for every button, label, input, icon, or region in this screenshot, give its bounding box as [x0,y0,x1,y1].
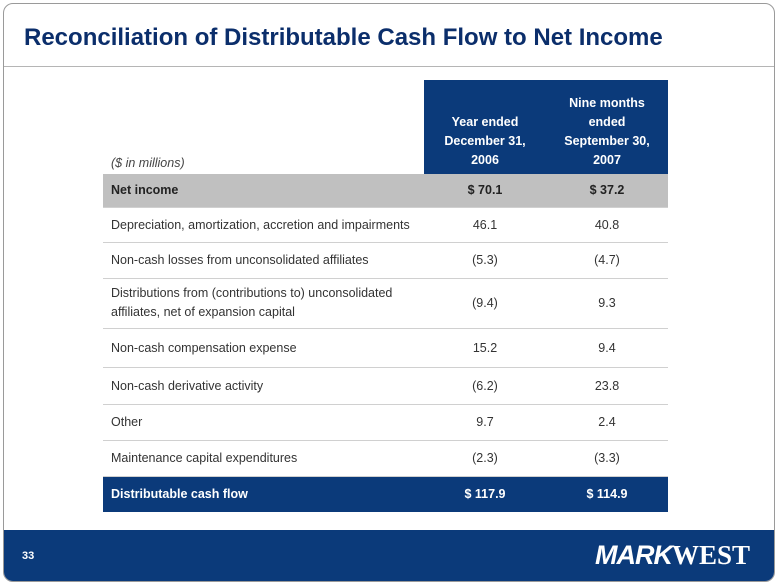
row-label: Distributable cash flow [103,476,424,512]
table-row: Non-cash losses from unconsolidated affi… [103,242,668,279]
table-row: Depreciation, amortization, accretion an… [103,207,668,243]
header-line: ended [588,115,626,129]
logo-part: WEST [671,540,750,570]
table-row: Other 9.7 2.4 [103,404,668,441]
cell-value: 40.8 [546,207,668,243]
label-line: Net income [111,183,179,198]
cell-value: $ 70.1 [424,174,546,208]
label-line: Depreciation, amortization, accretion an… [111,217,410,232]
cell-value: (2.3) [424,440,546,477]
row-label: Non-cash compensation expense [103,328,424,368]
cell-value: 9.7 [424,404,546,441]
label-line: Distributable cash flow [111,487,248,502]
unit-note: ($ in millions) [111,156,185,170]
row-label: Depreciation, amortization, accretion an… [103,207,424,243]
cell-value: (3.3) [546,440,668,477]
column-header: Year ended December 31, 2006 [424,80,546,174]
table-row: Distributable cash flow $ 117.9 $ 114.9 [103,476,668,512]
cell-value: 46.1 [424,207,546,243]
logo-part: MARK [594,540,673,570]
reconciliation-table: ($ in millions) Year ended December 31, 200… [103,80,668,512]
table-row: Maintenance capital expenditures (2.3) (3.… [103,440,668,477]
slide: Reconciliation of Distributable Cash Flo… [3,3,775,582]
row-label: Non-cash losses from unconsolidated affi… [103,242,424,279]
label-line: Non-cash derivative activity [111,378,264,393]
header-line: 2007 [593,153,621,167]
header-line: September 30, [564,134,650,148]
cell-value: 9.4 [546,328,668,368]
label-line: affiliates, net of expansion capital [111,305,295,319]
row-label: Maintenance capital expenditures [103,440,424,477]
cell-value: (9.4) [424,278,546,329]
row-label: Net income [103,174,424,208]
cell-value: 2.4 [546,404,668,441]
cell-value: (4.7) [546,242,668,279]
title-rule [4,66,774,67]
column-header: Nine months ended September 30, 2007 [546,80,668,174]
header-line: 2006 [471,153,499,167]
label-line: Other [111,415,143,429]
row-label: Other [103,404,424,441]
table-row: Non-cash compensation expense 15.2 9.4 [103,328,668,368]
table-row: Non-cash derivative activity (6.2) 23.8 [103,367,668,405]
page-number: 33 [22,550,35,562]
label-line: Maintenance capital expenditures [111,451,298,465]
table-row: Distributions from (contributions to) un… [103,278,668,329]
cell-value: $ 117.9 [424,476,546,512]
cell-value: 23.8 [546,367,668,405]
header-line: December 31, [444,134,526,148]
header-line: Nine months [569,96,645,110]
header-row: ($ in millions) Year ended December 31, 200… [103,80,668,174]
row-label: Distributions from (contributions to) un… [103,278,424,329]
cell-value: 15.2 [424,328,546,368]
header-line: Year ended [451,115,519,129]
cell-value: 9.3 [546,278,668,329]
label-line: Non-cash compensation expense [111,340,297,355]
label-line: Distributions from (contributions to) un… [111,286,393,300]
cell-value: $ 37.2 [546,174,668,208]
cell-value: (5.3) [424,242,546,279]
label-line: Non-cash losses from unconsolidated affi… [111,253,369,267]
table-row: Net income $ 70.1 $ 37.2 [103,174,668,208]
cell-value: (6.2) [424,367,546,405]
footer: 33 MARKWEST [4,530,774,581]
logo: MARKWEST [595,540,750,571]
row-label: Non-cash derivative activity [103,367,424,405]
title: Reconciliation of Distributable Cash Flo… [24,24,663,51]
cell-value: $ 114.9 [546,476,668,512]
